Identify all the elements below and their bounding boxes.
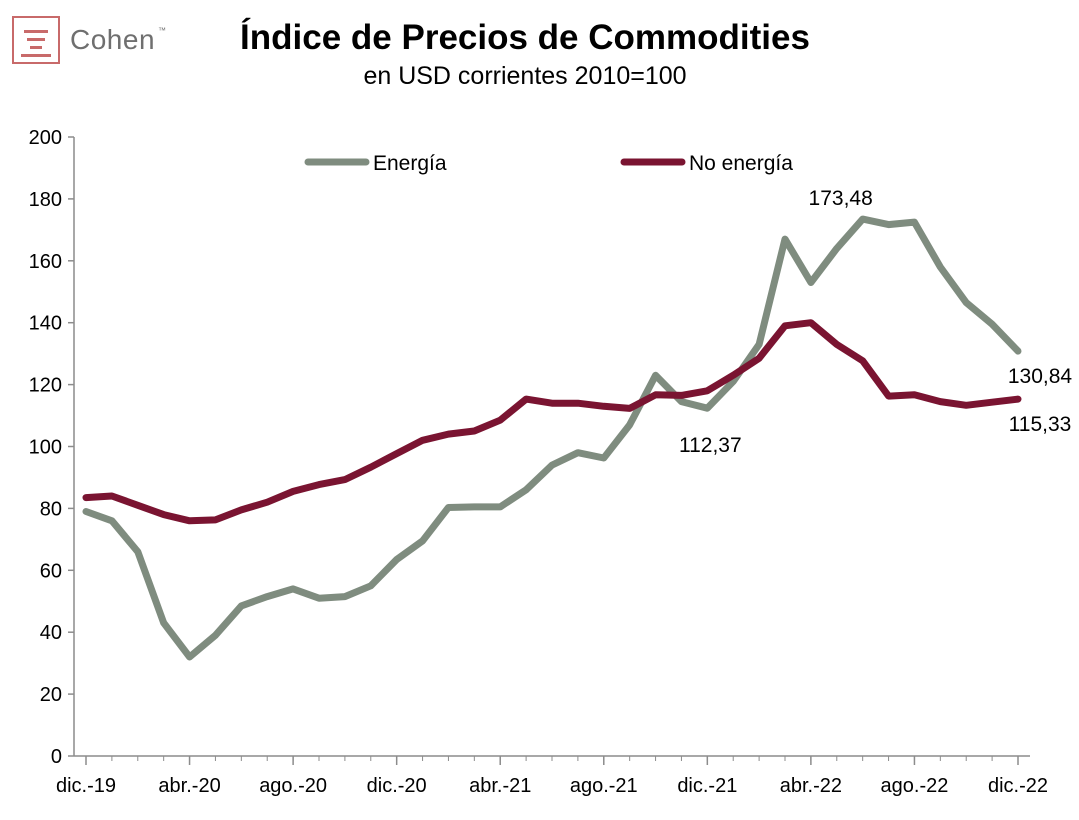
y-tick-label: 80 xyxy=(40,498,62,520)
data-label: 115,33 xyxy=(1009,413,1072,436)
y-tick-label: 180 xyxy=(29,189,62,211)
x-tick-label: ago.-21 xyxy=(570,775,638,797)
x-tick-label: ago.-22 xyxy=(881,775,949,797)
x-tick-label: abr.-20 xyxy=(158,775,220,797)
y-tick-label: 100 xyxy=(29,437,62,459)
y-tick-label: 0 xyxy=(51,746,62,768)
brand-name: Cohen xyxy=(70,24,156,55)
cohen-logo-icon xyxy=(12,16,60,64)
series-line-no-energia xyxy=(82,319,1022,525)
y-tick-label: 160 xyxy=(29,251,62,273)
x-tick-label: ago.-20 xyxy=(259,775,327,797)
x-tick-label: abr.-22 xyxy=(780,775,842,797)
brand-logo: Cohen ™ xyxy=(8,12,178,68)
chart-title: Índice de Precios de Commodities xyxy=(240,18,810,57)
legend-label: Energía xyxy=(373,152,447,175)
x-tick-label: dic.-21 xyxy=(677,775,737,797)
data-label: 173,48 xyxy=(809,187,873,210)
y-tick-label: 20 xyxy=(40,684,62,706)
data-label: 130,84 xyxy=(1008,365,1073,388)
y-tick-label: 140 xyxy=(29,313,62,335)
x-tick-label: dic.-19 xyxy=(56,775,116,797)
y-tick-label: 60 xyxy=(40,560,62,582)
y-tick-label: 40 xyxy=(40,622,62,644)
data-label: 112,37 xyxy=(679,434,742,457)
brand-trademark: ™ xyxy=(158,26,166,35)
y-tick-label: 200 xyxy=(29,127,62,149)
series-line-energia xyxy=(82,215,1022,661)
x-tick-label: abr.-21 xyxy=(469,775,531,797)
chart-subtitle: en USD corrientes 2010=100 xyxy=(363,62,687,90)
legend-label: No energía xyxy=(689,152,793,175)
x-tick-label: dic.-22 xyxy=(988,775,1048,797)
x-tick-label: dic.-20 xyxy=(367,775,427,797)
y-tick-label: 120 xyxy=(29,375,62,397)
